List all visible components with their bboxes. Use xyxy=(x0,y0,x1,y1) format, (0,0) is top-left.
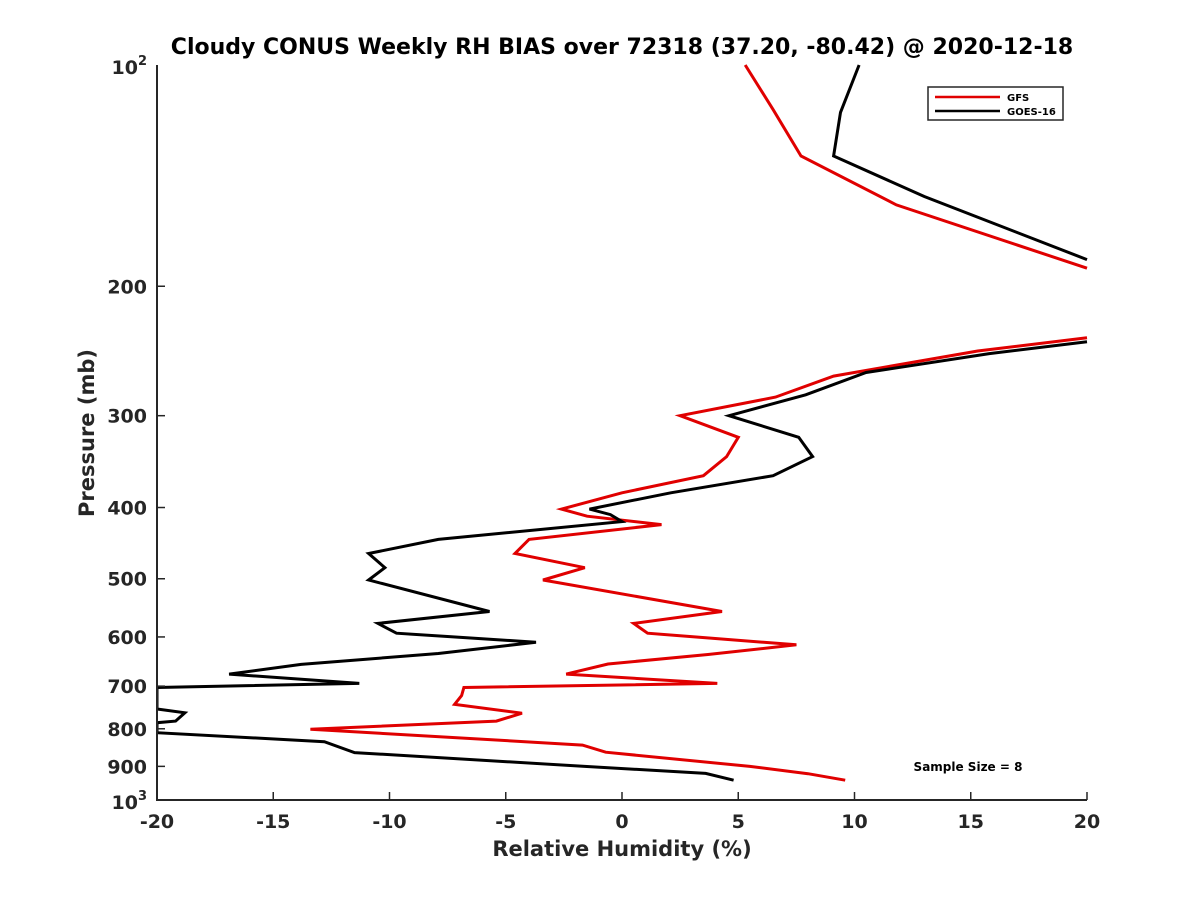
legend: GFS GOES-16 xyxy=(927,86,1064,121)
chart-title: Cloudy CONUS Weekly RH BIAS over 72318 (… xyxy=(171,35,1073,60)
x-tick-label: 20 xyxy=(1074,811,1100,833)
series-layer xyxy=(156,64,1088,782)
legend-box xyxy=(927,86,1064,121)
series-goes16-line-2 xyxy=(156,340,1088,782)
x-tick-label: 15 xyxy=(958,811,984,833)
y-tick-label: 400 xyxy=(107,498,147,520)
x-axis-label: Relative Humidity (%) xyxy=(492,837,751,861)
series-gfs-line-1 xyxy=(743,64,1088,270)
x-tick-label: 5 xyxy=(732,811,745,833)
y-axis-label: Pressure (mb) xyxy=(75,349,99,517)
y-tick-label: 800 xyxy=(107,719,147,741)
y-tick-label: 700 xyxy=(107,676,147,698)
y-tick-label-power: 102 xyxy=(112,54,148,79)
x-tick-label: -10 xyxy=(372,811,406,833)
y-tick-label-power: 103 xyxy=(112,789,148,814)
axes-layer xyxy=(156,65,1087,801)
x-ticks: -20 -15 -10 -5 0 5 10 15 20 xyxy=(140,792,1100,833)
y-ticks: 200 300 400 500 600 700 800 900 102 103 xyxy=(107,54,165,814)
x-tick-label: -5 xyxy=(495,811,516,833)
y-tick-label: 600 xyxy=(107,627,147,649)
series-goes16-line-1 xyxy=(831,64,1088,261)
sample-size-annotation: Sample Size = 8 xyxy=(914,760,1023,774)
x-tick-label: -20 xyxy=(140,811,174,833)
y-tick-label: 200 xyxy=(107,276,147,298)
y-tick-label: 300 xyxy=(107,406,147,428)
legend-label-goes16: GOES-16 xyxy=(1007,107,1056,118)
x-tick-label: 0 xyxy=(615,811,628,833)
legend-label-gfs: GFS xyxy=(1007,93,1029,104)
series-gfs-line-2 xyxy=(310,336,1088,782)
y-tick-label: 900 xyxy=(107,756,147,778)
x-tick-label: 10 xyxy=(841,811,867,833)
y-tick-label: 500 xyxy=(107,569,147,591)
x-tick-label: -15 xyxy=(256,811,290,833)
